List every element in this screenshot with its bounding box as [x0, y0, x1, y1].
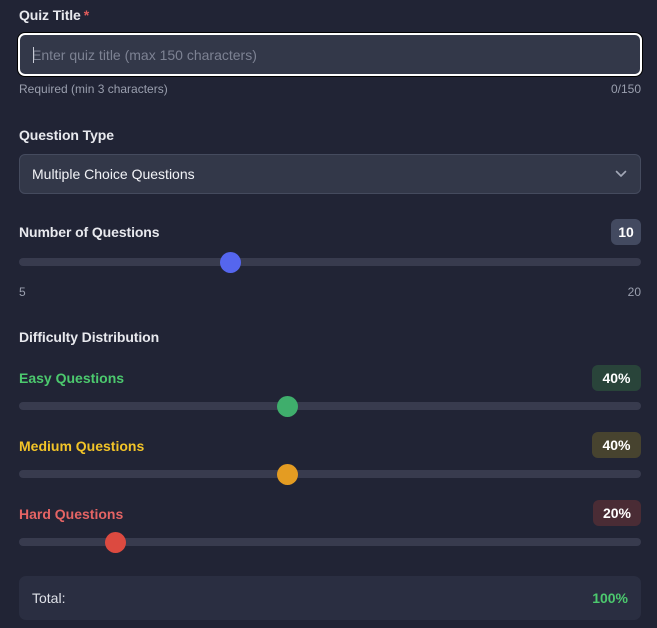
- chevron-down-icon: [614, 167, 628, 181]
- question-type-label: Question Type: [19, 127, 114, 143]
- easy-questions-slider-track[interactable]: [19, 402, 641, 410]
- medium-questions-percent-badge: 40%: [592, 432, 641, 458]
- hard-questions-percent-badge: 20%: [593, 500, 641, 526]
- hard-questions-label: Hard Questions: [19, 506, 124, 522]
- text-caret: [33, 47, 34, 63]
- total-label: Total:: [32, 590, 66, 606]
- quiz-title-label: Quiz Title *: [19, 7, 89, 23]
- quiz-title-helper: Required (min 3 characters): [19, 82, 168, 96]
- slider-max-label: 20: [627, 285, 641, 299]
- number-of-questions-label: Number of Questions: [19, 224, 160, 240]
- easy-questions-slider-thumb[interactable]: [277, 396, 298, 417]
- medium-questions-label: Medium Questions: [19, 438, 145, 454]
- number-of-questions-slider-track[interactable]: [19, 258, 641, 266]
- medium-questions-slider-track[interactable]: [19, 470, 641, 478]
- difficulty-distribution-heading: Difficulty Distribution: [19, 329, 160, 345]
- hard-questions-slider-thumb[interactable]: [105, 532, 126, 553]
- quiz-title-label-text: Quiz Title: [19, 7, 81, 23]
- total-summary: Total: 100%: [19, 576, 641, 620]
- medium-questions-slider-thumb[interactable]: [277, 464, 298, 485]
- total-value: 100%: [592, 590, 628, 606]
- required-marker: *: [83, 7, 90, 23]
- question-type-selected-value: Multiple Choice Questions: [32, 166, 195, 182]
- slider-min-label: 5: [19, 285, 26, 299]
- hard-questions-slider-track[interactable]: [19, 538, 641, 546]
- easy-questions-label: Easy Questions: [19, 370, 125, 386]
- number-of-questions-value-badge: 10: [611, 219, 641, 245]
- easy-questions-percent-badge: 40%: [592, 365, 641, 391]
- question-type-select[interactable]: Multiple Choice Questions: [19, 154, 641, 194]
- number-of-questions-slider-thumb[interactable]: [220, 252, 241, 273]
- quiz-title-input[interactable]: [32, 46, 640, 63]
- quiz-title-input-wrapper[interactable]: [18, 33, 642, 76]
- quiz-title-char-counter: 0/150: [610, 82, 641, 96]
